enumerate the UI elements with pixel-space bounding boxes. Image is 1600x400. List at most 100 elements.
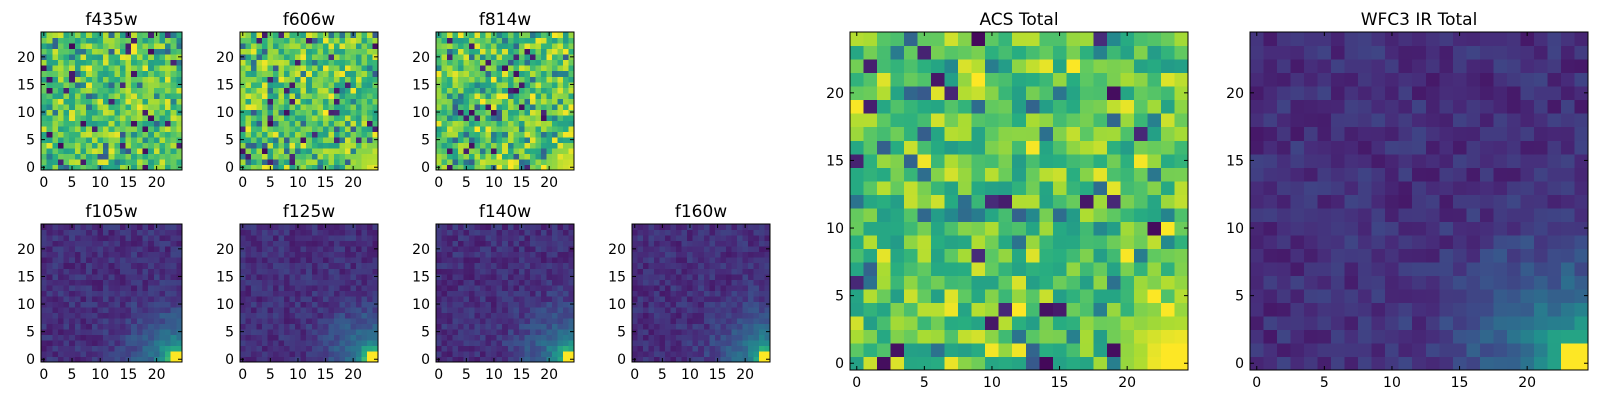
heatmap-cell — [300, 229, 307, 236]
heatmap-cell — [159, 76, 166, 83]
heatmap-cell — [57, 43, 65, 50]
heatmap-cell — [306, 98, 313, 105]
heatmap-cell — [262, 356, 269, 363]
heatmap-cell — [350, 131, 357, 138]
heatmap-cell — [361, 328, 368, 335]
heatmap-cell — [256, 98, 263, 105]
heatmap-cell — [1160, 221, 1176, 236]
heatmap-cell — [251, 356, 258, 363]
heatmap-cell — [469, 350, 476, 358]
heatmap-cell — [670, 328, 677, 335]
heatmap-cell — [355, 76, 363, 83]
heatmap-cell — [273, 257, 280, 264]
heatmap-cell — [289, 142, 296, 149]
heatmap-cell — [496, 125, 503, 132]
heatmap-cell — [731, 240, 738, 247]
heatmap-cell — [355, 350, 363, 358]
heatmap-cell — [480, 65, 487, 72]
heatmap-cell — [103, 301, 110, 308]
heatmap-cell — [513, 48, 520, 55]
heatmap-cell — [1133, 167, 1149, 182]
heatmap-cell — [284, 92, 291, 99]
heatmap-cell — [703, 279, 710, 286]
heatmap-cell — [317, 257, 324, 264]
heatmap-cell — [480, 240, 487, 247]
heatmap-cell — [273, 350, 280, 358]
heatmap-cell — [355, 224, 363, 231]
heatmap-cell — [148, 164, 155, 171]
heatmap-cell — [747, 328, 755, 335]
heatmap-cell — [725, 317, 732, 324]
heatmap-cell — [447, 328, 454, 335]
heatmap-cell — [311, 81, 318, 88]
heatmap-cell — [736, 312, 743, 319]
heatmap-cell — [452, 120, 459, 127]
heatmap-cell — [469, 334, 476, 341]
heatmap-cell — [637, 240, 644, 247]
heatmap-cell — [1174, 248, 1189, 263]
heatmap-cell — [513, 142, 520, 149]
heatmap-cell — [496, 251, 503, 258]
heatmap-cell — [491, 323, 498, 330]
heatmap-cell — [256, 32, 263, 39]
heatmap-cell — [1079, 329, 1094, 344]
heatmap-cell — [153, 262, 161, 269]
heatmap-cell — [366, 92, 374, 99]
heatmap-cell — [361, 125, 368, 132]
heatmap-cell — [529, 350, 536, 358]
heatmap-cell — [725, 306, 732, 313]
heatmap-cell — [46, 164, 53, 171]
heatmap-cell — [142, 295, 149, 302]
heatmap-cell — [463, 131, 470, 138]
heatmap-cell — [339, 246, 346, 253]
heatmap-cell — [441, 257, 448, 264]
heatmap-cell — [256, 142, 263, 149]
heatmap-cell — [659, 350, 666, 358]
heatmap-cell — [469, 48, 476, 55]
heatmap-cell — [568, 224, 575, 231]
heatmap-cell — [46, 229, 53, 236]
heatmap-cell — [551, 164, 559, 171]
heatmap-cell — [278, 350, 285, 358]
heatmap-cell — [256, 147, 263, 155]
heatmap-cell — [725, 323, 732, 330]
heatmap-cell — [125, 81, 132, 88]
heatmap-cell — [670, 273, 677, 280]
heatmap-cell — [513, 54, 520, 61]
heatmap-cell — [278, 345, 285, 352]
heatmap-cell — [551, 295, 559, 302]
heatmap-cell — [698, 273, 705, 280]
heatmap-cell — [458, 54, 465, 61]
heatmap-cell — [551, 301, 559, 308]
heatmap-cell — [850, 194, 865, 209]
heatmap-cell — [273, 103, 280, 110]
heatmap-cell — [985, 180, 1000, 195]
heatmap-cell — [46, 147, 53, 155]
heatmap-cell — [240, 290, 247, 297]
heatmap-cell — [295, 246, 302, 253]
heatmap-cell — [513, 306, 520, 313]
y-tick-label: 10 — [412, 105, 430, 121]
x-tick-label: 10 — [91, 175, 109, 191]
heatmap-cell — [63, 284, 70, 291]
heatmap-cell — [458, 87, 465, 94]
heatmap-cell — [240, 131, 247, 138]
heatmap-cell — [469, 317, 476, 324]
heatmap-cell — [917, 248, 932, 263]
heatmap-cell — [507, 142, 514, 149]
heatmap-cell — [496, 136, 503, 143]
heatmap-cell — [103, 131, 110, 138]
heatmap-cell — [165, 59, 172, 66]
heatmap-cell — [529, 109, 536, 116]
heatmap-cell — [725, 328, 732, 335]
heatmap-cell — [958, 356, 973, 371]
heatmap-cell — [491, 87, 498, 94]
heatmap-cell — [1120, 248, 1135, 263]
heatmap-cell — [339, 54, 346, 61]
heatmap-cell — [568, 153, 575, 160]
heatmap-cell — [267, 125, 274, 132]
heatmap-cell — [687, 268, 694, 275]
heatmap-cell — [295, 240, 302, 247]
heatmap-cell — [322, 339, 329, 347]
heatmap-cell — [344, 251, 351, 258]
